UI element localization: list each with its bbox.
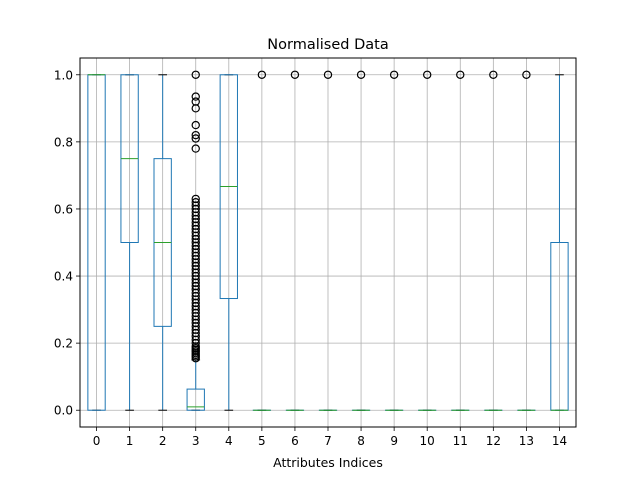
plot-frame bbox=[79, 57, 577, 428]
x-tick-label: 6 bbox=[291, 434, 299, 448]
y-tick-label: 0.4 bbox=[54, 270, 73, 284]
box-13 bbox=[517, 70, 536, 411]
outlier-point bbox=[191, 144, 200, 153]
x-tick-label: 10 bbox=[420, 434, 435, 448]
outlier-point bbox=[191, 130, 200, 140]
outlier-point bbox=[356, 70, 366, 79]
box-12 bbox=[484, 70, 503, 411]
box-2 bbox=[153, 74, 172, 411]
x-axis-label: Attributes Indices bbox=[273, 455, 383, 470]
x-tick-label: 9 bbox=[390, 434, 398, 448]
box-7 bbox=[318, 70, 338, 411]
outlier-point bbox=[522, 70, 531, 79]
x-tick-label: 2 bbox=[159, 434, 167, 448]
y-tick-label: 1.0 bbox=[54, 68, 73, 82]
x-tick-label: 12 bbox=[486, 434, 501, 448]
box-10 bbox=[418, 70, 437, 411]
x-tick-label: 0 bbox=[93, 434, 101, 448]
outlier-point bbox=[191, 70, 200, 79]
box-1 bbox=[120, 74, 139, 411]
y-tick-label: 0.6 bbox=[54, 202, 73, 216]
x-tick-label: 7 bbox=[324, 434, 332, 448]
x-tick-label: 1 bbox=[126, 434, 134, 448]
outlier-point bbox=[191, 194, 200, 204]
box-9 bbox=[384, 70, 404, 411]
outlier-point bbox=[257, 70, 267, 79]
outlier-point bbox=[456, 70, 465, 79]
x-tick-label: 11 bbox=[453, 434, 468, 448]
box-8 bbox=[351, 70, 371, 411]
outlier-point bbox=[191, 134, 200, 143]
box-4 bbox=[219, 74, 238, 411]
box-14 bbox=[550, 74, 569, 411]
box-6 bbox=[285, 70, 305, 411]
outlier-point bbox=[191, 198, 200, 207]
chart-title: Normalised Data bbox=[267, 37, 388, 53]
x-tick-label: 13 bbox=[519, 434, 534, 448]
y-tick-label: 0.0 bbox=[54, 404, 73, 418]
outlier-point bbox=[191, 120, 200, 130]
box-5 bbox=[252, 70, 272, 411]
outlier-point bbox=[290, 70, 300, 79]
box-0 bbox=[87, 74, 106, 411]
x-tick-label: 5 bbox=[258, 434, 266, 448]
box-3 bbox=[186, 70, 205, 411]
outlier-point bbox=[191, 92, 200, 101]
y-tick-label: 0.2 bbox=[54, 337, 73, 351]
y-axis: 0.0 0.2 0.4 0.6 0.8 1.0 bbox=[54, 68, 80, 418]
x-axis: 0 1 2 3 4 5 6 7 8 9 10 11 12 13 14 bbox=[93, 427, 567, 448]
box-11 bbox=[451, 70, 470, 411]
x-tick-label: 8 bbox=[357, 434, 365, 448]
outlier-point bbox=[389, 70, 399, 79]
y-tick-label: 0.8 bbox=[54, 135, 73, 149]
x-tick-label: 3 bbox=[192, 434, 200, 448]
box-iqr bbox=[186, 388, 205, 411]
x-tick-label: 14 bbox=[552, 434, 567, 448]
outlier-point bbox=[191, 97, 200, 106]
x-tick-label: 4 bbox=[225, 434, 233, 448]
outlier-point bbox=[423, 70, 432, 79]
outlier-point bbox=[323, 70, 333, 79]
outlier-point bbox=[489, 70, 498, 79]
box-series bbox=[87, 70, 569, 411]
